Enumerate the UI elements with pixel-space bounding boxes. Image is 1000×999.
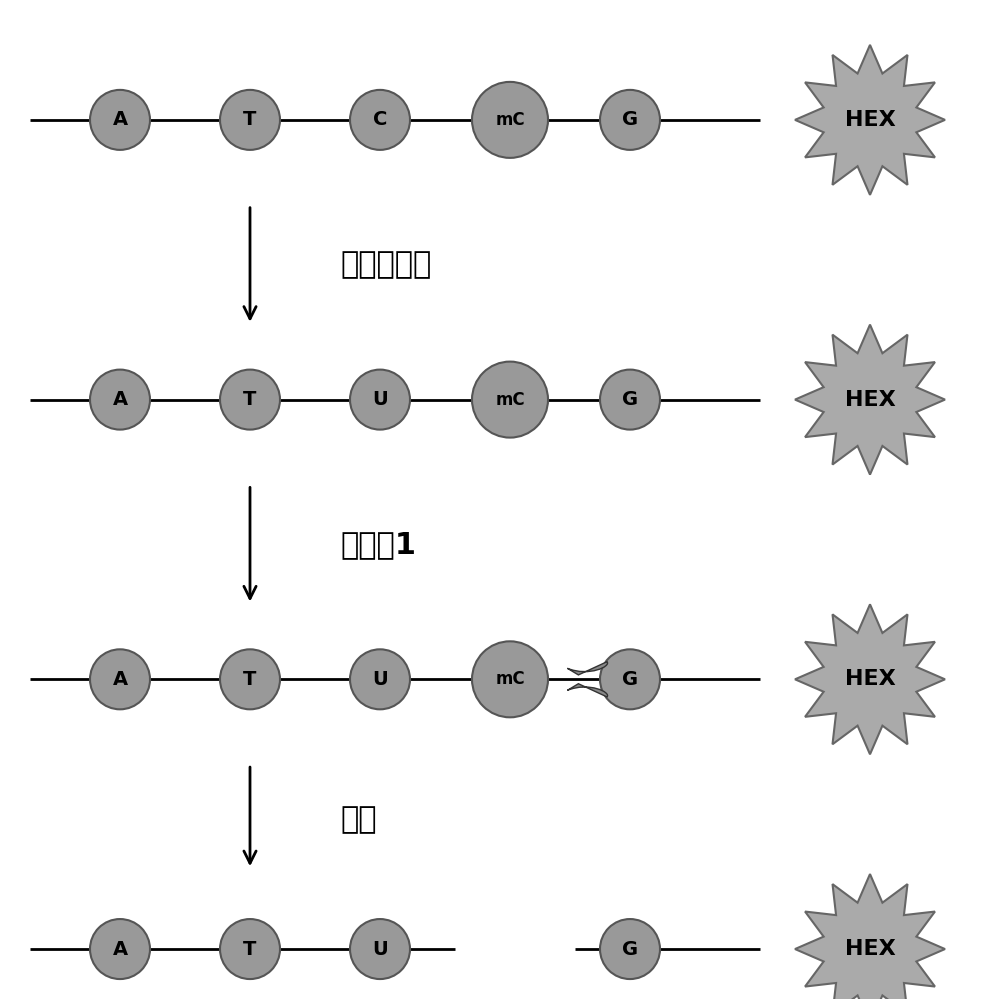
Ellipse shape <box>220 370 280 430</box>
Ellipse shape <box>350 90 410 150</box>
Ellipse shape <box>472 82 548 158</box>
Text: G: G <box>622 390 638 410</box>
Text: U: U <box>372 939 388 959</box>
Ellipse shape <box>220 649 280 709</box>
Text: 亚硫酸氢钓: 亚硫酸氢钓 <box>340 250 431 280</box>
Ellipse shape <box>350 370 410 430</box>
Text: G: G <box>622 110 638 130</box>
Ellipse shape <box>472 362 548 438</box>
Ellipse shape <box>90 919 150 979</box>
Polygon shape <box>795 604 945 754</box>
Text: T: T <box>243 110 257 130</box>
Text: T: T <box>243 939 257 959</box>
Ellipse shape <box>600 649 660 709</box>
Polygon shape <box>795 325 945 475</box>
Ellipse shape <box>600 370 660 430</box>
Polygon shape <box>795 874 945 999</box>
PathPatch shape <box>567 683 608 697</box>
Text: HEX: HEX <box>845 390 895 410</box>
Text: T: T <box>243 390 257 410</box>
PathPatch shape <box>567 661 608 675</box>
Text: HEX: HEX <box>845 939 895 959</box>
Text: mC: mC <box>495 111 525 129</box>
Text: 化合牧1: 化合牧1 <box>340 529 416 559</box>
Ellipse shape <box>90 370 150 430</box>
Ellipse shape <box>90 649 150 709</box>
Text: 咆唠: 咆唠 <box>340 804 376 834</box>
Ellipse shape <box>350 919 410 979</box>
Ellipse shape <box>220 90 280 150</box>
Text: U: U <box>372 390 388 410</box>
Polygon shape <box>795 45 945 195</box>
Text: C: C <box>373 110 387 130</box>
Text: U: U <box>372 669 388 689</box>
Ellipse shape <box>472 641 548 717</box>
Ellipse shape <box>220 919 280 979</box>
Ellipse shape <box>350 649 410 709</box>
Text: A: A <box>112 110 128 130</box>
Text: T: T <box>243 669 257 689</box>
Text: mC: mC <box>495 670 525 688</box>
Text: HEX: HEX <box>845 110 895 130</box>
Text: G: G <box>622 669 638 689</box>
Text: G: G <box>622 939 638 959</box>
Text: HEX: HEX <box>845 669 895 689</box>
Text: A: A <box>112 390 128 410</box>
Ellipse shape <box>90 90 150 150</box>
Text: A: A <box>112 669 128 689</box>
Ellipse shape <box>600 90 660 150</box>
Text: mC: mC <box>495 391 525 409</box>
Ellipse shape <box>600 919 660 979</box>
Text: A: A <box>112 939 128 959</box>
